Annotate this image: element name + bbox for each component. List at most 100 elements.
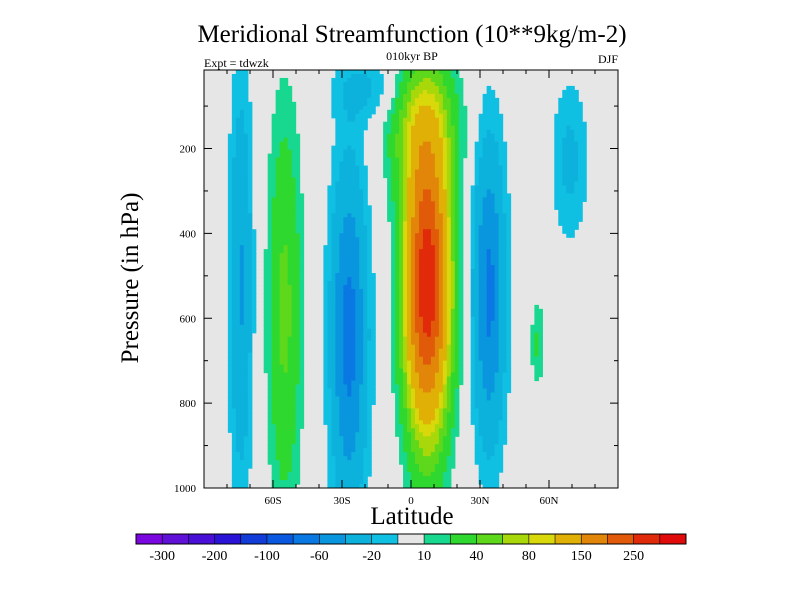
contour-cell bbox=[335, 177, 340, 183]
contour-cell bbox=[279, 308, 285, 314]
contour-cell bbox=[271, 384, 277, 390]
contour-cell bbox=[283, 284, 289, 290]
contour-cell bbox=[279, 161, 285, 167]
contour-cell bbox=[422, 368, 428, 374]
contour-cell bbox=[271, 277, 277, 282]
contour-cell bbox=[450, 273, 456, 278]
contour-cell bbox=[554, 173, 559, 179]
contour-cell bbox=[486, 288, 492, 294]
contour-cell bbox=[414, 70, 420, 75]
contour-cell bbox=[506, 304, 512, 310]
contour-cell bbox=[331, 280, 336, 286]
contour-cell bbox=[538, 328, 543, 334]
contour-cell bbox=[299, 420, 305, 425]
contour-cell bbox=[227, 245, 233, 250]
contour-cell bbox=[275, 109, 281, 115]
contour-cell bbox=[562, 157, 567, 163]
contour-cell bbox=[343, 384, 348, 390]
contour-cell bbox=[426, 229, 432, 234]
contour-cell bbox=[227, 141, 233, 147]
contour-cell bbox=[446, 368, 452, 374]
contour-cell bbox=[430, 209, 436, 214]
contour-cell bbox=[450, 221, 456, 226]
contour-cell bbox=[271, 424, 277, 429]
contour-cell bbox=[327, 412, 332, 417]
contour-cell bbox=[482, 93, 488, 99]
contour-cell bbox=[430, 233, 436, 238]
contour-cell bbox=[554, 141, 559, 147]
contour-cell bbox=[343, 73, 348, 79]
contour-cell bbox=[566, 197, 571, 202]
contour-cell bbox=[407, 344, 412, 350]
contour-cell bbox=[570, 125, 575, 131]
contour-cell bbox=[403, 280, 408, 286]
contour-cell bbox=[331, 213, 336, 218]
contour-cell bbox=[426, 197, 432, 202]
contour-cell bbox=[399, 308, 404, 314]
contour-cell bbox=[474, 205, 480, 210]
contour-cell bbox=[367, 245, 372, 250]
contour-cell bbox=[478, 205, 484, 210]
contour-cell bbox=[359, 416, 364, 421]
contour-cell bbox=[243, 73, 249, 79]
contour-cell bbox=[482, 125, 488, 131]
contour-cell bbox=[351, 169, 356, 175]
contour-cell bbox=[430, 221, 436, 226]
contour-cell bbox=[335, 277, 340, 282]
contour-cell bbox=[283, 332, 289, 338]
contour-cell bbox=[506, 384, 512, 390]
contour-cell bbox=[538, 348, 543, 354]
contour-cell bbox=[407, 245, 412, 250]
contour-cell bbox=[403, 217, 408, 222]
contour-cell bbox=[498, 221, 504, 226]
contour-cell bbox=[399, 205, 404, 210]
contour-cell bbox=[291, 245, 297, 250]
contour-cell bbox=[478, 209, 484, 214]
contour-cell bbox=[506, 213, 512, 218]
contour-cell bbox=[538, 312, 543, 318]
contour-cell bbox=[327, 392, 332, 398]
contour-cell bbox=[335, 233, 340, 238]
contour-cell bbox=[339, 328, 344, 334]
contour-cell bbox=[343, 85, 348, 91]
contour-cell bbox=[391, 101, 396, 107]
contour-cell bbox=[474, 376, 480, 382]
contour-cell bbox=[458, 380, 464, 386]
contour-cell bbox=[446, 396, 452, 402]
contour-cell bbox=[343, 261, 348, 266]
contour-cell bbox=[414, 304, 420, 310]
contour-cell bbox=[578, 185, 583, 191]
contour-cell bbox=[558, 157, 563, 163]
contour-cell bbox=[411, 97, 416, 103]
contour-cell bbox=[450, 348, 456, 354]
contour-cell bbox=[411, 165, 416, 171]
contour-cell bbox=[403, 125, 408, 131]
contour-cell bbox=[478, 249, 484, 254]
contour-cell bbox=[343, 209, 348, 214]
contour-cell bbox=[498, 356, 504, 362]
contour-cell bbox=[287, 157, 293, 163]
contour-cell bbox=[407, 312, 412, 318]
contour-cell bbox=[486, 177, 492, 183]
contour-cell bbox=[474, 372, 480, 378]
contour-cell bbox=[347, 328, 352, 334]
contour-cell bbox=[411, 348, 416, 354]
contour-cell bbox=[407, 81, 412, 87]
contour-cell bbox=[247, 296, 253, 302]
contour-cell bbox=[470, 384, 476, 390]
contour-cell bbox=[426, 396, 432, 402]
contour-cell bbox=[498, 261, 504, 266]
contour-cell bbox=[327, 185, 332, 191]
contour-cell bbox=[422, 396, 428, 402]
contour-cell bbox=[494, 368, 500, 374]
contour-cell bbox=[414, 141, 420, 147]
contour-cell bbox=[359, 245, 364, 250]
contour-cell bbox=[279, 141, 285, 147]
contour-cell bbox=[283, 101, 289, 107]
contour-cell bbox=[367, 348, 372, 354]
contour-cell bbox=[295, 193, 301, 198]
contour-cell bbox=[395, 165, 400, 171]
contour-cell bbox=[295, 141, 301, 147]
contour-cell bbox=[247, 269, 253, 274]
contour-cell bbox=[367, 288, 372, 294]
